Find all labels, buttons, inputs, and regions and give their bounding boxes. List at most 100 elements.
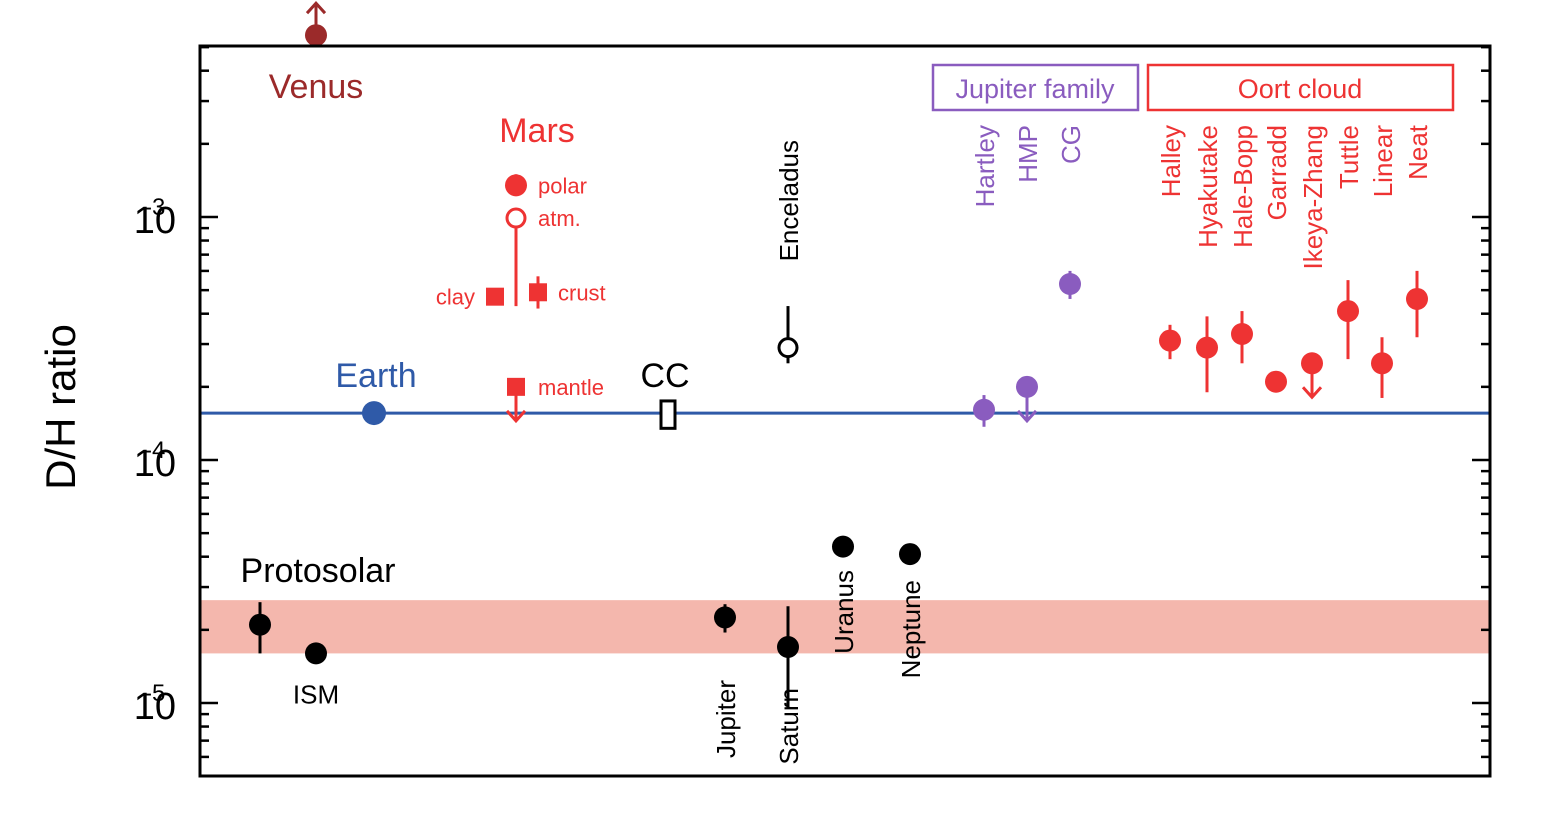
- jupiter-family-label: Jupiter family: [955, 74, 1115, 104]
- point-saturn: Saturn: [774, 606, 804, 765]
- point-label-ikeya-zhang: Ikeya-Zhang: [1298, 125, 1328, 270]
- y-tick-label-1e-3: 10 -3: [134, 194, 176, 242]
- point-label-neptune: Neptune: [896, 580, 926, 678]
- marker: [1337, 300, 1359, 323]
- marker: [1265, 370, 1287, 393]
- marker: [505, 174, 527, 197]
- point-ikeya-zhang: Ikeya-Zhang: [1298, 125, 1328, 400]
- point-cg: CG: [1056, 125, 1086, 299]
- marker: [362, 401, 386, 426]
- marker: [899, 543, 921, 566]
- marker: [1016, 375, 1038, 398]
- point-label-crust: crust: [558, 280, 606, 305]
- svg-text:-3: -3: [144, 194, 165, 221]
- plot-frame: [198, 44, 1492, 778]
- y-tick-label-1e-4: 10 -4: [134, 437, 176, 485]
- point-crust: crust: [529, 276, 606, 309]
- point-neptune: Neptune: [896, 543, 926, 678]
- point-label-clay: clay: [436, 285, 475, 310]
- point-protosolar: [249, 602, 271, 654]
- protosolar-band: [200, 600, 1490, 654]
- svg-text:10: 10: [134, 200, 176, 242]
- lower-limit-arrowhead: [305, 0, 327, 15]
- point-label-saturn: Saturn: [774, 688, 804, 765]
- point-label-atm-: atm.: [538, 206, 581, 231]
- point-label-neat: Neat: [1403, 124, 1433, 180]
- point-label-uranus: Uranus: [829, 570, 859, 654]
- marker: [659, 399, 677, 430]
- oort-cloud-box: [1146, 63, 1455, 112]
- svg-text:-5: -5: [144, 680, 165, 707]
- marker: [305, 642, 327, 665]
- point-garradd: Garradd: [1262, 125, 1292, 393]
- marker: [777, 636, 799, 659]
- point-linear: Linear: [1368, 125, 1398, 398]
- point-label-hartley: Hartley: [970, 125, 1000, 207]
- earth-label: Earth: [335, 357, 416, 395]
- marker: [507, 377, 525, 396]
- marker: [1231, 323, 1253, 346]
- point-hartley: Hartley: [970, 125, 1000, 427]
- point-label-cg: CG: [1056, 125, 1086, 164]
- point-tuttle: Tuttle: [1334, 125, 1364, 360]
- point-label-jupiter: Jupiter: [711, 680, 741, 758]
- point-label-ism: ISM: [293, 679, 339, 709]
- point-label-hale-bopp: Hale-Bopp: [1228, 125, 1258, 248]
- point-hyakutake: Hyakutake: [1193, 125, 1223, 393]
- marker: [249, 613, 271, 636]
- upper-limit-arrowhead: [1301, 386, 1323, 400]
- marker: [1406, 287, 1428, 310]
- point-ism: ISM: [293, 642, 339, 709]
- point-label-linear: Linear: [1368, 125, 1398, 198]
- point-cc: [659, 399, 677, 430]
- marker: [832, 535, 854, 558]
- mars-label: Mars: [499, 112, 575, 150]
- point-atm-: atm.: [505, 206, 581, 307]
- point-label-tuttle: Tuttle: [1334, 125, 1364, 189]
- marker: [1159, 329, 1181, 352]
- svg-text:-4: -4: [144, 437, 165, 464]
- point-label-polar: polar: [538, 173, 587, 198]
- oort-cloud-label: Oort cloud: [1238, 74, 1363, 104]
- point-label-halley: Halley: [1156, 125, 1186, 197]
- svg-text:10: 10: [134, 443, 176, 485]
- data-marks: polar atm. clay crust mantle Enceladus Hartley…: [249, 0, 1433, 765]
- point-mantle: mantle: [505, 375, 604, 424]
- marker: [529, 283, 547, 302]
- cc-label: CC: [640, 357, 689, 395]
- point-hale-bopp: Hale-Bopp: [1228, 125, 1258, 364]
- upper-limit-arrowhead: [1016, 409, 1038, 424]
- point-earth: [362, 401, 386, 426]
- marker: [1301, 352, 1323, 375]
- y-tick-label-1e-5: 10 -5: [134, 680, 176, 728]
- point-uranus: Uranus: [829, 535, 859, 654]
- y-axis-title: D/H ratio: [37, 324, 84, 490]
- marker: [305, 24, 327, 47]
- marker: [777, 337, 799, 359]
- point-polar: polar: [505, 173, 587, 198]
- point-clay: clay: [436, 285, 504, 310]
- point-jupiter: Jupiter: [711, 604, 741, 758]
- point-halley: Halley: [1156, 125, 1186, 360]
- marker: [714, 606, 736, 629]
- point-venus: [305, 0, 327, 47]
- point-label-hyakutake: Hyakutake: [1193, 125, 1223, 248]
- point-hmp: HMP: [1013, 125, 1043, 424]
- point-neat: Neat: [1403, 124, 1433, 338]
- svg-text:10: 10: [134, 686, 176, 728]
- jupiter-family-box: [931, 63, 1140, 112]
- point-enceladus: Enceladus: [774, 140, 804, 364]
- marker: [486, 287, 504, 306]
- point-label-enceladus: Enceladus: [774, 140, 804, 261]
- point-label-hmp: HMP: [1013, 125, 1043, 183]
- marker: [973, 398, 995, 421]
- upper-limit-arrowhead: [505, 409, 527, 424]
- marker: [1059, 273, 1081, 296]
- protosolar-label: Protosolar: [241, 552, 396, 590]
- marker: [1371, 352, 1393, 375]
- marker: [505, 207, 527, 229]
- point-label-garradd: Garradd: [1262, 125, 1292, 220]
- point-label-mantle: mantle: [538, 375, 604, 400]
- marker: [1196, 336, 1218, 359]
